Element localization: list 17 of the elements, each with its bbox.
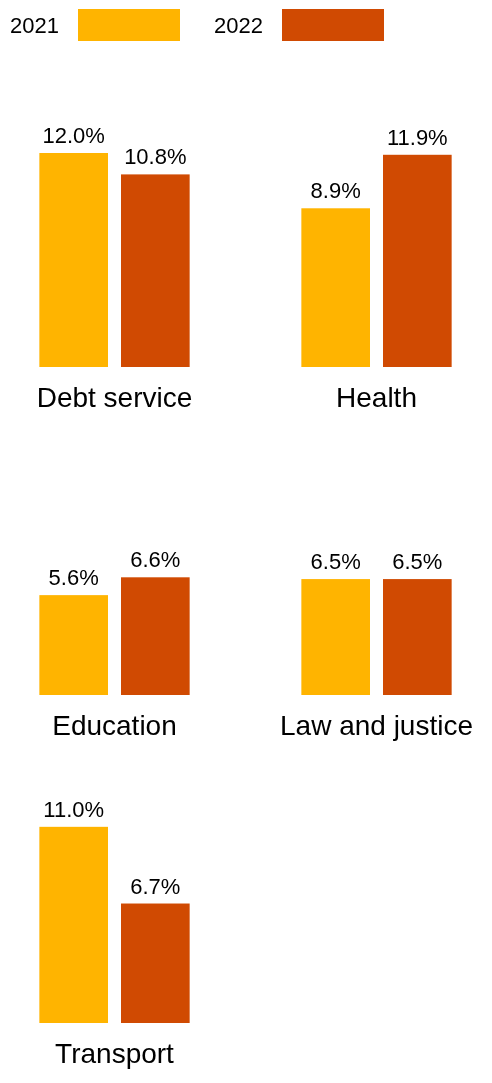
legend-label: 2021 bbox=[10, 13, 59, 38]
data-label: 11.9% bbox=[386, 124, 448, 150]
legend-label: 2022 bbox=[214, 13, 263, 38]
x-axis-title: Transport bbox=[55, 1038, 175, 1069]
data-label: 5.6% bbox=[48, 565, 99, 591]
data-label: 10.8% bbox=[124, 144, 187, 170]
x-axis-title: Law and justice bbox=[279, 710, 474, 741]
data-label: 6.5% bbox=[392, 549, 443, 575]
x-axis-title: Education bbox=[52, 710, 177, 741]
data-label: 6.7% bbox=[130, 873, 181, 899]
data-label: 6.6% bbox=[130, 547, 181, 573]
data-label: 6.5% bbox=[310, 549, 361, 575]
data-label: 11.0% bbox=[43, 796, 105, 822]
data-label: 8.9% bbox=[310, 178, 361, 204]
x-axis-title: Health bbox=[336, 382, 417, 413]
x-axis-title: Debt service bbox=[36, 382, 193, 413]
data-label: 12.0% bbox=[42, 123, 105, 148]
